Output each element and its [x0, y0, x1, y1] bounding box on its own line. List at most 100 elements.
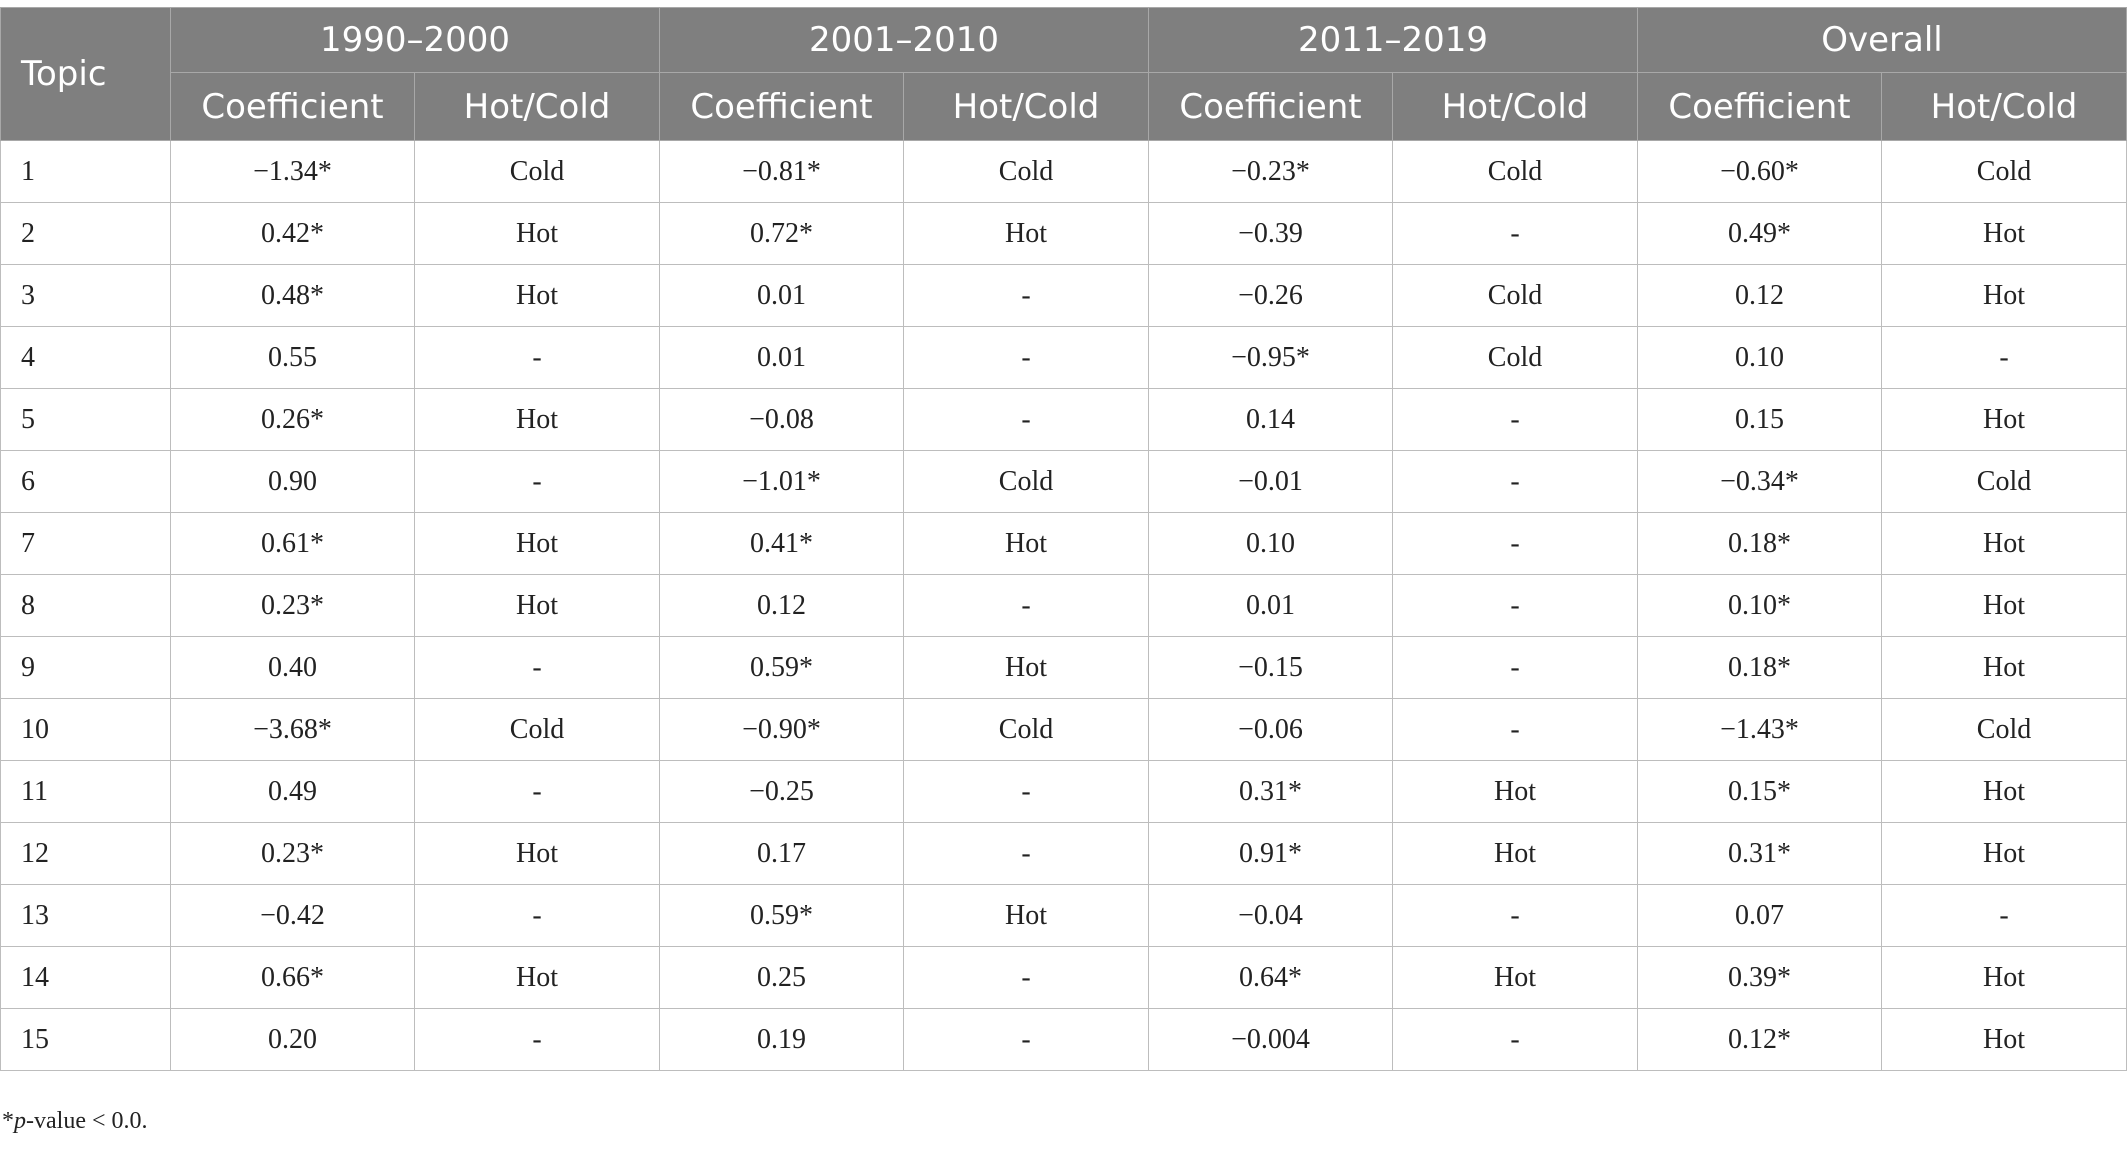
topic-cell: 14: [0, 946, 171, 1009]
hot-cold-cell: -: [903, 574, 1149, 637]
hot-cold-cell: Hot: [1392, 760, 1638, 823]
coefficient-cell: −0.26: [1148, 264, 1393, 327]
table-row: 7 0.61* Hot 0.41* Hot 0.10-0.18* Hot: [0, 512, 2127, 575]
hot-cold-cell: Hot: [1880, 264, 2127, 327]
hot-cold-cell: -: [903, 946, 1149, 1009]
hot-cold-cell: Cold: [1880, 698, 2127, 761]
hot-cold-cell: -: [1392, 202, 1638, 265]
coefficient-cell: 0.49*: [1637, 202, 1882, 265]
coefficient-cell: −0.81*: [659, 140, 904, 203]
hot-cold-cell: -: [414, 1008, 660, 1071]
hot-cold-cell: Hot: [1880, 946, 2127, 1009]
hot-cold-cell: -: [414, 450, 660, 513]
hot-cold-cell: Cold: [414, 698, 660, 761]
coefficient-cell: −3.68*: [170, 698, 415, 761]
table-row: 5 0.26* Hot −0.08-0.14-0.15 Hot: [0, 388, 2127, 451]
topic-cell: 3: [0, 264, 171, 327]
table-row: 8 0.23* Hot 0.12-0.01-0.10* Hot: [0, 574, 2127, 637]
hot-cold-cell: Hot: [1392, 946, 1638, 1009]
topic-cell: 12: [0, 822, 171, 885]
hot-cold-cell: Hot: [414, 574, 660, 637]
hot-cold-cell: -: [1392, 512, 1638, 575]
topic-cell: 9: [0, 636, 171, 699]
sub-header: Coefficient: [659, 72, 904, 141]
hot-cold-cell: Hot: [1880, 760, 2127, 823]
table-row: 2 0.42* Hot 0.72* Hot −0.39-0.49* Hot: [0, 202, 2127, 265]
hot-cold-cell: -: [1392, 574, 1638, 637]
hot-cold-cell: Hot: [414, 264, 660, 327]
coefficient-cell: −0.39: [1148, 202, 1393, 265]
topic-cell: 11: [0, 760, 171, 823]
coefficient-cell: 0.64*: [1148, 946, 1393, 1009]
hot-cold-cell: Hot: [414, 822, 660, 885]
hot-cold-cell: Cold: [1392, 326, 1638, 389]
coefficient-cell: 0.12*: [1637, 1008, 1882, 1071]
hot-cold-cell: -: [903, 822, 1149, 885]
table-row: 15 0.20-0.19- −0.004-0.12* Hot: [0, 1008, 2127, 1071]
table-body: 1 −1.34* Cold −0.81* Cold −0.23* Cold −0.60* Col…: [0, 140, 2127, 1071]
coefficient-cell: −0.95*: [1148, 326, 1393, 389]
coefficient-cell: 0.61*: [170, 512, 415, 575]
hot-cold-cell: -: [1392, 388, 1638, 451]
coefficient-cell: 0.01: [1148, 574, 1393, 637]
coefficient-cell: 0.14: [1148, 388, 1393, 451]
hot-cold-cell: Hot: [414, 388, 660, 451]
coefficient-cell: −0.15: [1148, 636, 1393, 699]
hot-cold-cell: -: [1880, 884, 2127, 947]
coefficient-cell: −0.04: [1148, 884, 1393, 947]
hot-cold-cell: Hot: [414, 202, 660, 265]
topic-cell: 13: [0, 884, 171, 947]
coefficient-cell: 0.10*: [1637, 574, 1882, 637]
table-row: 10 −3.68* Cold −0.90* Cold −0.06- −1.43* Cold: [0, 698, 2127, 761]
hot-cold-cell: -: [1880, 326, 2127, 389]
hot-cold-cell: Hot: [1880, 512, 2127, 575]
hot-cold-cell: Hot: [1880, 388, 2127, 451]
hot-cold-cell: Hot: [903, 202, 1149, 265]
footnote-marker: *: [2, 1108, 14, 1134]
hot-cold-cell: Cold: [1392, 264, 1638, 327]
hot-cold-cell: -: [414, 636, 660, 699]
hot-cold-cell: -: [414, 884, 660, 947]
coefficient-cell: 0.10: [1637, 326, 1882, 389]
coefficient-cell: 0.01: [659, 264, 904, 327]
coefficient-cell: 0.55: [170, 326, 415, 389]
coefficient-cell: 0.12: [659, 574, 904, 637]
results-table: Topic 1990–2000 2001–2010 2011–2019 Overall…: [0, 7, 2127, 1071]
hot-cold-cell: Hot: [1880, 1008, 2127, 1071]
sub-header: Hot/Cold: [1880, 72, 2127, 141]
sub-header: Coefficient: [1148, 72, 1393, 141]
hot-cold-cell: Hot: [1880, 822, 2127, 885]
coefficient-cell: −0.08: [659, 388, 904, 451]
sub-header-row: Coefficient Hot/Cold Coefficient Hot/Cold Co…: [1, 72, 2127, 141]
coefficient-cell: 0.31*: [1637, 822, 1882, 885]
hot-cold-cell: Hot: [414, 946, 660, 1009]
coefficient-cell: −1.34*: [170, 140, 415, 203]
hot-cold-cell: -: [903, 264, 1149, 327]
hot-cold-cell: Hot: [1880, 202, 2127, 265]
topic-cell: 15: [0, 1008, 171, 1071]
hot-cold-cell: Cold: [414, 140, 660, 203]
table-row: 13 −0.42-0.59* Hot −0.04-0.07-: [0, 884, 2127, 947]
topic-header: Topic: [0, 7, 171, 141]
table-row: 14 0.66* Hot 0.25-0.64* Hot 0.39* Hot: [0, 946, 2127, 1009]
hot-cold-cell: -: [903, 326, 1149, 389]
hot-cold-cell: -: [414, 760, 660, 823]
coefficient-cell: 0.15*: [1637, 760, 1882, 823]
hot-cold-cell: Cold: [903, 450, 1149, 513]
coefficient-cell: 0.01: [659, 326, 904, 389]
coefficient-cell: 0.59*: [659, 884, 904, 947]
hot-cold-cell: Cold: [903, 140, 1149, 203]
table-row: 6 0.90- −1.01* Cold −0.01- −0.34* Cold: [0, 450, 2127, 513]
topic-cell: 5: [0, 388, 171, 451]
table-row: 12 0.23* Hot 0.17-0.91* Hot 0.31* Hot: [0, 822, 2127, 885]
coefficient-cell: 0.10: [1148, 512, 1393, 575]
coefficient-cell: 0.18*: [1637, 636, 1882, 699]
coefficient-cell: −0.25: [659, 760, 904, 823]
coefficient-cell: 0.19: [659, 1008, 904, 1071]
topic-cell: 4: [0, 326, 171, 389]
coefficient-cell: −0.60*: [1637, 140, 1882, 203]
hot-cold-cell: Hot: [414, 512, 660, 575]
sub-header: Coefficient: [170, 72, 415, 141]
hot-cold-cell: Cold: [1880, 140, 2127, 203]
coefficient-cell: −1.43*: [1637, 698, 1882, 761]
